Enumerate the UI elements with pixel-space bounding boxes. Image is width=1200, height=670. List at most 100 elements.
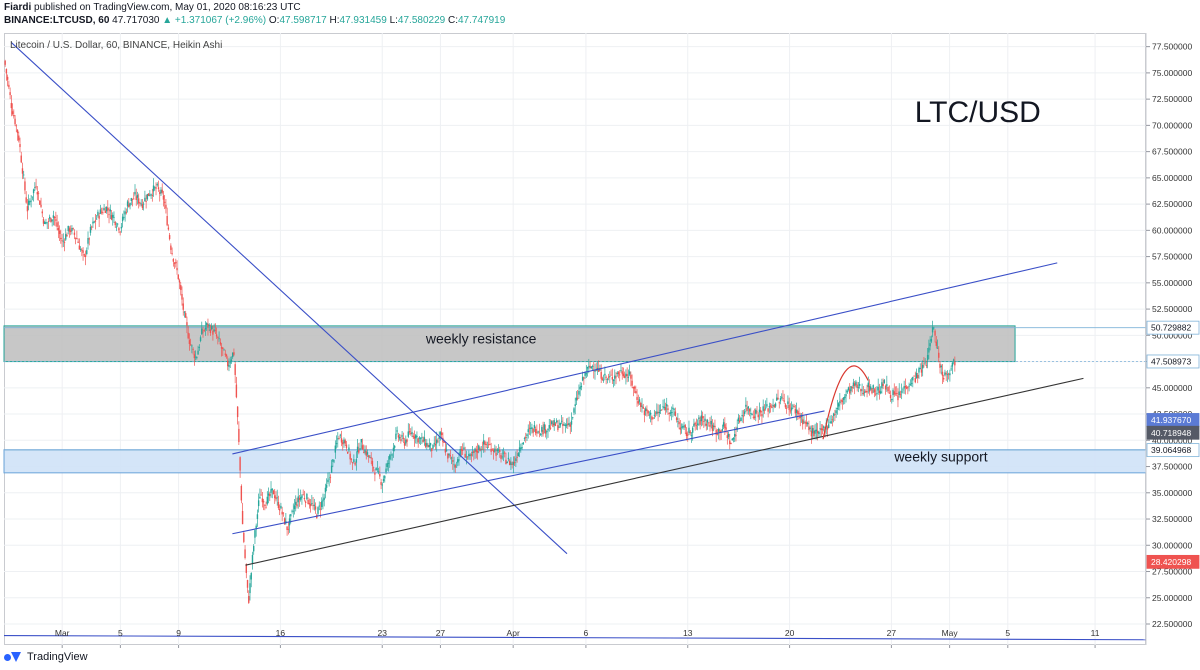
candle-body (301, 495, 303, 498)
candle-body (151, 194, 154, 196)
candle-body (272, 490, 275, 495)
candle-body (102, 212, 104, 214)
candle-body (558, 426, 560, 428)
candle-body (494, 448, 496, 452)
candle-body (562, 423, 564, 426)
candle-body (507, 457, 510, 460)
candle-body (589, 365, 591, 368)
candle-body (361, 445, 364, 450)
candle-body (753, 416, 756, 418)
candle-body (835, 410, 837, 414)
candle-body (490, 448, 492, 452)
candle-body (215, 334, 218, 337)
candle-body (162, 195, 165, 200)
candle-body (400, 439, 402, 441)
candle-body (541, 427, 543, 432)
candle-body (778, 402, 780, 404)
candle-body (523, 437, 526, 439)
candle-body (330, 465, 333, 473)
candle-body (429, 443, 432, 446)
candle-body (354, 462, 356, 465)
candle-body (26, 206, 29, 212)
candle-body (461, 449, 464, 451)
candle-body (875, 393, 877, 395)
candle-body (897, 395, 899, 401)
y-tick-label: 55.000000 (1152, 278, 1192, 288)
candle-body (382, 479, 385, 482)
candle-body (767, 408, 769, 412)
candle-body (772, 404, 774, 406)
candle-body (257, 500, 260, 507)
candle-body (345, 444, 348, 448)
candle-body (862, 392, 865, 395)
candle-body (826, 426, 829, 430)
candle-body (166, 215, 168, 226)
candle-body (41, 211, 43, 214)
candle-body (551, 421, 553, 424)
candle-body (458, 459, 460, 461)
candle-body (663, 406, 665, 409)
candle-body (350, 458, 353, 460)
candle-body (590, 366, 592, 369)
candle-body (768, 406, 771, 408)
candle-body (194, 356, 197, 358)
y-tick-label: 37.500000 (1152, 462, 1192, 472)
y-tick-label: 77.500000 (1152, 42, 1192, 52)
candle-body (313, 504, 316, 506)
candle-body (502, 452, 505, 454)
candle-body (329, 477, 332, 479)
candle-body (368, 455, 370, 458)
candle-body (348, 447, 350, 451)
candle-body (648, 414, 651, 416)
candle-body (684, 425, 686, 428)
tradingview-logo[interactable]: TradingView (4, 651, 88, 663)
candle-body (831, 419, 834, 421)
candle-body (53, 216, 56, 219)
candle-body (853, 383, 856, 386)
candle-body (903, 386, 905, 389)
candle-body (758, 409, 761, 413)
candle-body (149, 195, 151, 197)
candle-body (271, 488, 273, 491)
candle-body (630, 374, 632, 379)
candle-body (344, 440, 346, 444)
candle-body (515, 458, 517, 462)
candle-body (726, 435, 729, 439)
candle-body (614, 375, 616, 379)
candle-body (600, 372, 602, 379)
candle-body (192, 348, 194, 350)
candle-body (302, 494, 304, 496)
candle-body (706, 420, 709, 423)
candle-body (732, 437, 735, 440)
candle-body (858, 384, 861, 386)
candle-body (575, 397, 578, 401)
candle-body (427, 445, 429, 448)
candle-body (419, 438, 422, 440)
candle-body (842, 397, 845, 400)
candle-body (396, 430, 398, 432)
candle-body (304, 501, 307, 503)
candle-body (25, 197, 27, 203)
candle-body (8, 84, 10, 88)
candle-body (327, 479, 329, 483)
candle-body (588, 365, 590, 367)
candle-body (6, 76, 9, 80)
candle-body (113, 217, 115, 218)
candle-body (811, 428, 814, 434)
candle-body (738, 420, 741, 423)
candle-body (923, 363, 925, 365)
price-chart[interactable]: 22.500000 25.000000 27.500000 30.000000 32.5… (0, 0, 1200, 648)
candle-body (118, 228, 120, 231)
candle-body (699, 419, 701, 425)
candle-body (926, 354, 929, 361)
candle-body (207, 323, 209, 328)
candle-body (61, 240, 63, 242)
candle-body (952, 359, 955, 361)
candle-body (881, 382, 883, 389)
candle-body (849, 389, 851, 394)
candle-body (863, 391, 866, 393)
candle-body (201, 328, 203, 335)
candle-body (656, 411, 658, 414)
x-tick-label: 5 (1005, 628, 1010, 638)
candle-body (134, 191, 136, 195)
